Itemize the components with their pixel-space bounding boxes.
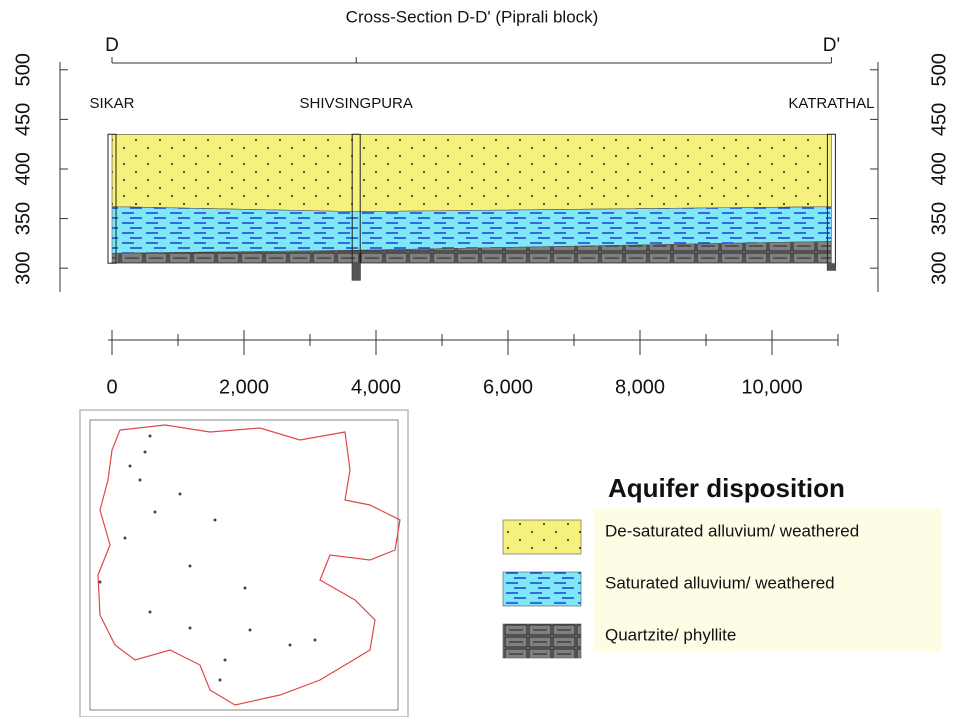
- y-tick-label: 450: [928, 103, 950, 136]
- y-tick-label: 500: [12, 53, 34, 86]
- legend-swatch: [503, 572, 581, 606]
- legend-label: De-saturated alluvium/ weathered: [605, 521, 859, 540]
- y-tick-label: 450: [12, 103, 34, 136]
- chart-title: Cross-Section D-D' (Piprali block): [346, 7, 599, 26]
- location-label: SIKAR: [89, 95, 134, 112]
- location-label: SHIVSINGPURA: [300, 95, 413, 112]
- legend-title: Aquifer disposition: [608, 473, 845, 503]
- x-tick-label: 10,000: [741, 376, 802, 398]
- x-tick-label: 6,000: [483, 376, 533, 398]
- section-end: D': [823, 35, 840, 56]
- legend-label: Quartzite/ phyllite: [605, 625, 736, 644]
- location-label: KATRATHAL: [788, 95, 874, 112]
- legend-label: Saturated alluvium/ weathered: [605, 573, 835, 592]
- well-base: [827, 263, 835, 270]
- y-tick-label: 300: [12, 251, 34, 284]
- location-map: [80, 410, 408, 717]
- y-tick-label: 400: [12, 152, 34, 185]
- page: Cross-Section D-D' (Piprali block) Aquif…: [0, 0, 954, 717]
- y-tick-label: 300: [928, 251, 950, 284]
- x-tick-label: 2,000: [219, 376, 269, 398]
- layer: [112, 134, 831, 211]
- x-tick-label: 8,000: [615, 376, 665, 398]
- y-tick-label: 350: [928, 202, 950, 235]
- x-tick-label: 4,000: [351, 376, 401, 398]
- y-tick-label: 350: [12, 202, 34, 235]
- y-tick-label: 500: [928, 53, 950, 86]
- legend-swatch: [503, 520, 581, 554]
- y-tick-label: 400: [928, 152, 950, 185]
- well-base: [352, 263, 360, 280]
- section-start: D: [105, 35, 119, 56]
- legend-swatch: [503, 624, 581, 658]
- x-tick-label: 0: [106, 376, 117, 398]
